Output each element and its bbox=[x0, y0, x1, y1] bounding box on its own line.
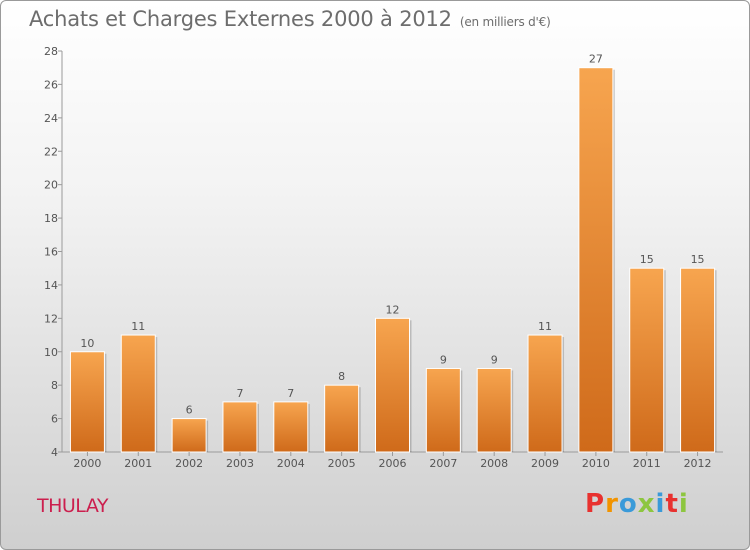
y-tick-label: 4 bbox=[51, 446, 58, 459]
data-label: 11 bbox=[538, 320, 552, 333]
x-tick-label: 2004 bbox=[277, 457, 305, 470]
bar bbox=[324, 384, 360, 453]
data-label: 7 bbox=[287, 387, 294, 400]
y-tick-label: 8 bbox=[51, 379, 58, 392]
y-tick-label: 20 bbox=[44, 179, 58, 192]
data-label: 15 bbox=[691, 253, 705, 266]
proxiti-logo[interactable]: Proxiti bbox=[585, 489, 689, 519]
bar bbox=[69, 351, 105, 453]
bar bbox=[680, 267, 716, 453]
data-label: 8 bbox=[338, 370, 345, 383]
x-tick-label: 2011 bbox=[633, 457, 661, 470]
bar bbox=[120, 334, 156, 453]
x-tick-label: 2009 bbox=[531, 457, 559, 470]
data-label: 27 bbox=[589, 53, 603, 66]
y-tick-label: 10 bbox=[44, 346, 58, 359]
data-label: 10 bbox=[80, 337, 94, 350]
y-tick-label: 28 bbox=[44, 45, 58, 58]
chart-title-text: Achats et Charges Externes 2000 à 2012 bbox=[29, 7, 452, 31]
bar bbox=[171, 418, 207, 453]
y-tick-label: 18 bbox=[44, 212, 58, 225]
data-label: 15 bbox=[640, 253, 654, 266]
data-label: 9 bbox=[440, 353, 447, 366]
data-label: 11 bbox=[131, 320, 145, 333]
data-label: 7 bbox=[236, 387, 243, 400]
x-tick-label: 2001 bbox=[124, 457, 152, 470]
x-tick-label: 2003 bbox=[226, 457, 254, 470]
y-tick-label: 16 bbox=[44, 246, 58, 259]
y-tick-label: 24 bbox=[44, 112, 58, 125]
bar bbox=[222, 401, 258, 453]
bar bbox=[527, 334, 563, 453]
town-name: THULAY bbox=[37, 495, 108, 517]
x-tick-label: 2010 bbox=[582, 457, 610, 470]
x-tick-label: 2005 bbox=[328, 457, 356, 470]
bar bbox=[476, 367, 512, 453]
bar bbox=[578, 67, 614, 453]
x-tick-label: 2008 bbox=[480, 457, 508, 470]
x-tick-label: 2006 bbox=[379, 457, 407, 470]
x-tick-label: 2007 bbox=[429, 457, 457, 470]
x-tick-label: 2012 bbox=[684, 457, 712, 470]
bar bbox=[629, 267, 665, 453]
bar bbox=[425, 367, 461, 453]
x-tick-label: 2002 bbox=[175, 457, 203, 470]
chart-title: Achats et Charges Externes 2000 à 2012 (e… bbox=[29, 7, 551, 31]
data-label: 12 bbox=[386, 303, 400, 316]
y-tick-label: 22 bbox=[44, 145, 58, 158]
chart-subtitle: (en milliers d'€) bbox=[459, 15, 551, 29]
y-tick-label: 26 bbox=[44, 78, 58, 91]
y-tick-label: 14 bbox=[44, 279, 58, 292]
bar bbox=[375, 317, 410, 453]
data-label: 9 bbox=[491, 353, 498, 366]
y-tick-label: 12 bbox=[44, 312, 58, 325]
y-tick-label: 6 bbox=[51, 413, 58, 426]
bar bbox=[273, 401, 309, 453]
x-tick-label: 2000 bbox=[73, 457, 101, 470]
data-label: 6 bbox=[186, 404, 193, 417]
